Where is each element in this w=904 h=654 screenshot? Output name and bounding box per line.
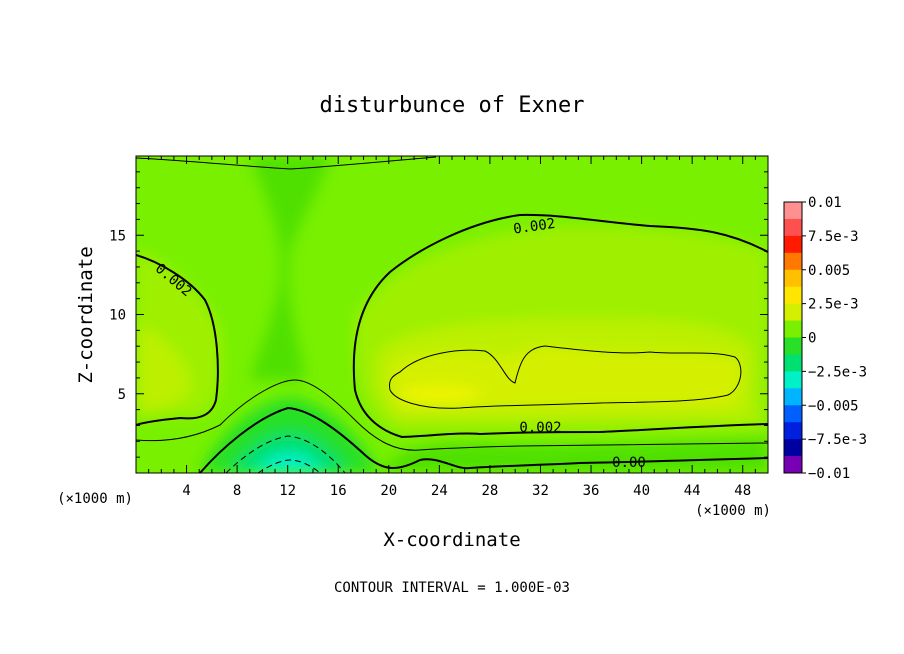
colorbar-swatch (784, 337, 802, 355)
y-tick-label: 15 (109, 228, 126, 244)
contour-label: 0.00 (612, 455, 646, 471)
x-tick-label: 28 (481, 483, 498, 499)
contour-0 (199, 406, 768, 473)
colorbar-swatch (784, 354, 802, 372)
colorbar-swatch (784, 388, 802, 406)
x-tick-label: 48 (734, 483, 751, 499)
x-axis: 4 8 12 16 20 24 28 32 36 40 44 48 (148, 156, 756, 499)
contour-002-upper (352, 213, 768, 439)
contour-neg-001 (225, 435, 346, 473)
colorbar-swatch (784, 202, 802, 220)
colorbar-swatch (784, 439, 802, 457)
x-tick-label: 36 (583, 483, 600, 499)
colorbar-label: 2.5e-3 (808, 297, 859, 313)
field-neg-2 (252, 452, 326, 473)
colorbar-swatch (784, 252, 802, 271)
x-tick-label: 8 (233, 483, 241, 499)
colorbar-label: −0.01 (808, 466, 850, 482)
contour-label-text: 0.002 (512, 216, 556, 238)
colorbar-label: 0 (808, 331, 816, 347)
colorbar-label: −0.005 (808, 398, 859, 414)
colorbar-swatch (784, 320, 802, 338)
contour-001-a (136, 379, 768, 451)
plot-area (136, 156, 768, 473)
colorbar-swatch (784, 269, 802, 288)
colorbar-swatch (784, 218, 802, 237)
x-tick-label: 16 (330, 483, 347, 499)
contour-002-left (136, 254, 219, 426)
contour-label-text: 0.002 (519, 420, 561, 436)
y-tick-label: 10 (109, 308, 126, 324)
colorbar-swatch (784, 405, 802, 423)
x-axis-label: X-coordinate (383, 529, 520, 551)
x-tick-label: 4 (182, 483, 190, 499)
colorbar-label: 7.5e-3 (808, 229, 859, 245)
field-low-strip (380, 438, 768, 473)
chart-title: disturbunce of Exner (320, 93, 585, 118)
colorbar-label: −7.5e-3 (808, 432, 867, 448)
x-tick-label: 20 (380, 483, 397, 499)
contour-top (136, 156, 437, 170)
colorbar: 0.01 7.5e-3 0.005 2.5e-3 0 −2.5e-3 −0.005 −7.5e… (783, 195, 867, 482)
colorbar-label: 0.005 (808, 263, 850, 279)
colorbar-swatch (784, 456, 802, 474)
contour-interval-note: CONTOUR INTERVAL = 1.000E-03 (334, 580, 570, 596)
contour-003 (389, 345, 742, 409)
field-mid-left (136, 325, 190, 410)
field-max (400, 385, 480, 405)
colorbar-swatch (784, 422, 802, 440)
field-low-column (250, 156, 330, 380)
x-tick-label: 44 (684, 483, 701, 499)
y-tick-label: 5 (118, 387, 126, 403)
x-unit-right: (×1000 m) (695, 503, 771, 519)
x-unit-left: (×1000 m) (57, 491, 133, 507)
colorbar-label: −2.5e-3 (808, 364, 867, 380)
x-tick-label: 32 (532, 483, 549, 499)
colorbar-swatch (784, 286, 802, 305)
contour-label: 0.002 (519, 420, 561, 436)
y-axis: 5 10 15 (109, 171, 768, 458)
x-tick-label: 24 (431, 483, 448, 499)
colorbar-swatch (784, 371, 802, 389)
contour-lines (136, 156, 768, 473)
x-tick-label: 40 (633, 483, 650, 499)
colorbar-swatch (784, 235, 802, 254)
contour-label-text: 0.00 (612, 455, 646, 471)
colorbar-label: 0.01 (808, 195, 842, 211)
contour-label: 0.002 (512, 216, 556, 238)
contour-neg-002 (257, 459, 321, 473)
colorbar-swatch (784, 303, 802, 322)
y-axis-label: Z-coordinate (75, 246, 97, 383)
x-tick-label: 12 (279, 483, 296, 499)
